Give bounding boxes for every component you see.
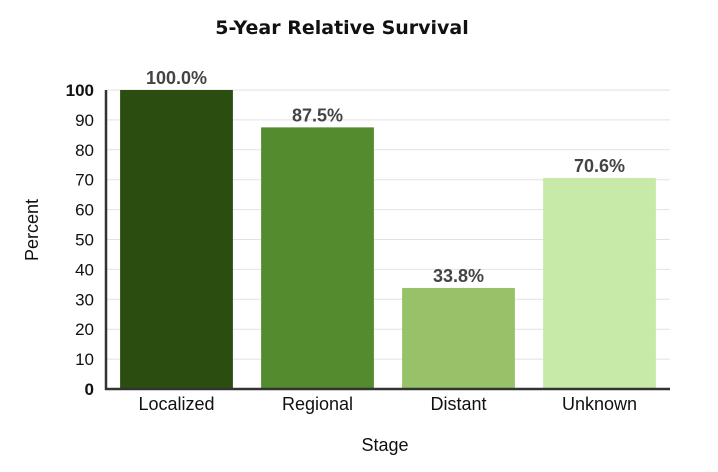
y-tick-label: 90: [75, 111, 94, 130]
x-category-label: Unknown: [562, 394, 637, 414]
x-category-label: Distant: [430, 394, 486, 414]
y-tick-label: 80: [75, 141, 94, 160]
y-tick-label: 100: [66, 81, 94, 100]
y-tick-label: 70: [75, 171, 94, 190]
y-axis-ticks: 0 10 20 30 40 50 60 70 80 90 100: [66, 81, 94, 399]
y-axis-title: Percent: [22, 199, 42, 261]
data-label-distant: 33.8%: [433, 266, 484, 286]
y-tick-label: 10: [75, 350, 94, 369]
y-tick-label: 0: [85, 380, 94, 399]
data-label-unknown: 70.6%: [574, 156, 625, 176]
y-tick-label: 40: [75, 260, 94, 279]
bar-localized: [120, 90, 233, 389]
x-axis-categories: Localized Regional Distant Unknown: [138, 394, 637, 414]
bar-unknown: [543, 177, 656, 389]
data-labels: 100.0% 87.5% 33.8% 70.6%: [146, 68, 625, 286]
data-label-localized: 100.0%: [146, 68, 207, 88]
x-category-label: Regional: [282, 394, 353, 414]
y-tick-label: 50: [75, 231, 94, 250]
y-tick-label: 60: [75, 201, 94, 220]
chart-title: 5-Year Relative Survival: [215, 17, 469, 39]
y-tick-label: 20: [75, 320, 94, 339]
bar-distant: [402, 287, 515, 389]
data-label-regional: 87.5%: [292, 105, 343, 125]
bars: [120, 90, 656, 389]
x-axis-title: Stage: [361, 435, 408, 455]
y-tick-label: 30: [75, 290, 94, 309]
x-category-label: Localized: [138, 394, 214, 414]
bar-regional: [261, 127, 374, 389]
